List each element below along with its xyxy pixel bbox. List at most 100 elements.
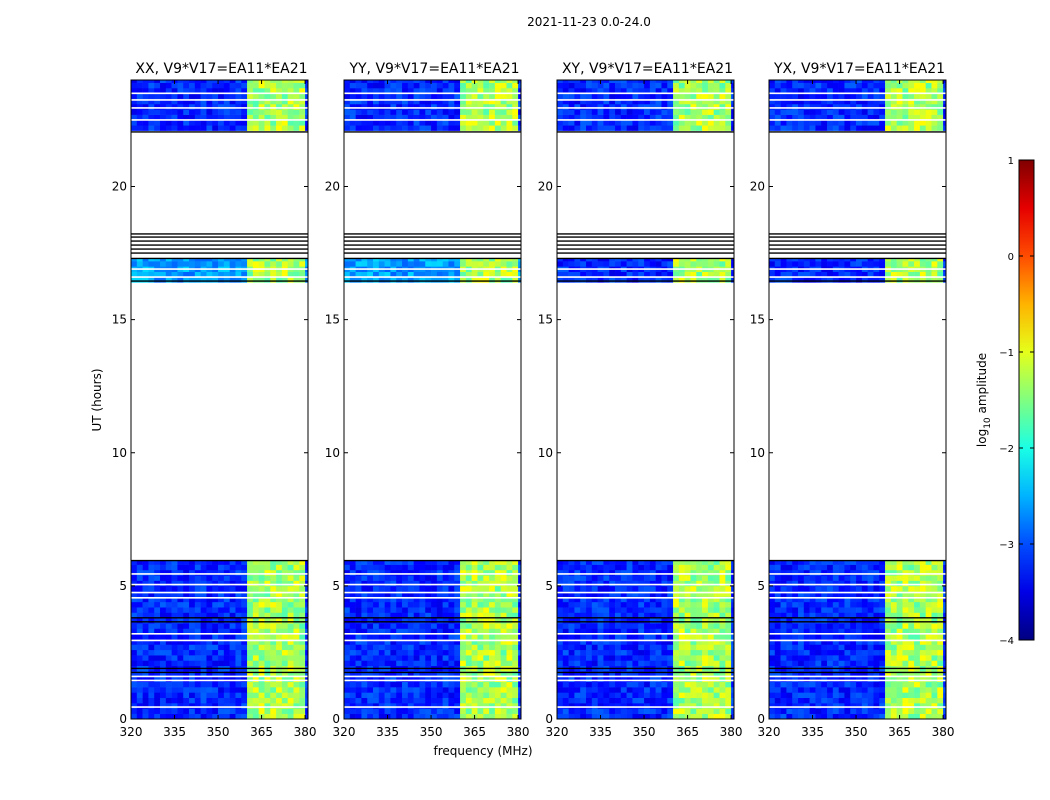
heatmap-cell — [390, 713, 397, 720]
heatmap-cell — [638, 660, 645, 667]
heatmap-cell — [373, 119, 380, 126]
heatmap-cell — [344, 713, 351, 720]
heatmap-cell — [477, 601, 484, 608]
heatmap-cell — [574, 580, 581, 587]
heatmap-cell — [206, 687, 213, 693]
heatmap-cell — [436, 569, 443, 576]
heatmap-cell — [494, 114, 501, 121]
heatmap-cell — [460, 607, 467, 613]
heatmap-cell — [632, 93, 639, 99]
heatmap-cell — [626, 109, 633, 115]
heatmap-cell — [431, 671, 438, 677]
heatmap-cell — [355, 681, 362, 688]
heatmap-cell — [597, 708, 604, 714]
heatmap-cell — [512, 649, 519, 656]
heatmap-cell — [506, 580, 513, 587]
heatmap-cell — [557, 713, 564, 720]
heatmap-cell — [707, 607, 714, 613]
heatmap-cell — [390, 687, 397, 693]
heatmap-cell — [655, 703, 662, 709]
heatmap-cell — [719, 109, 726, 115]
heatmap-cell — [413, 676, 420, 683]
heatmap-cell — [638, 703, 645, 709]
heatmap-cell — [258, 87, 265, 94]
heatmap-cell — [678, 676, 685, 683]
heatmap-cell — [154, 109, 161, 115]
heatmap-cell — [252, 109, 259, 115]
heatmap-cell — [696, 258, 703, 262]
heatmap-cell — [632, 703, 639, 709]
heatmap-cell — [506, 612, 513, 619]
heatmap-cell — [649, 564, 656, 571]
heatmap-cell — [349, 628, 356, 635]
heatmap-cell — [483, 87, 490, 94]
heatmap-cell — [384, 601, 391, 608]
heatmap-cell — [258, 655, 265, 661]
heatmap-cell — [247, 633, 254, 640]
heatmap-cell — [678, 612, 685, 619]
heatmap-cell — [218, 713, 225, 720]
heatmap-cell — [696, 676, 703, 683]
heatmap-cell — [454, 692, 461, 698]
heatmap-cell — [293, 258, 300, 262]
heatmap-cell — [774, 612, 781, 619]
heatmap-cell — [396, 258, 403, 262]
heatmap-cell — [667, 681, 674, 688]
heatmap-cell — [696, 580, 703, 587]
heatmap-cell — [803, 649, 810, 656]
heatmap-cell — [299, 649, 306, 656]
heatmap-cell — [194, 623, 201, 629]
heatmap-cell — [780, 617, 787, 624]
heatmap-cell — [725, 687, 732, 693]
heatmap-cell — [506, 708, 513, 714]
heatmap-2 — [344, 80, 522, 720]
heatmap-cell — [815, 639, 822, 645]
heatmap-cell — [557, 644, 564, 651]
heatmap-cell — [713, 271, 720, 278]
heatmap-cell — [367, 655, 374, 661]
heatmap-cell — [943, 655, 947, 661]
heatmap-cell — [258, 258, 265, 262]
heatmap-cell — [615, 585, 622, 592]
heatmap-cell — [384, 87, 391, 94]
heatmap-cell — [431, 623, 438, 629]
heatmap-cell — [678, 560, 685, 565]
heatmap-cell — [281, 82, 288, 89]
heatmap-cell — [591, 258, 598, 262]
heatmap-cell — [615, 93, 622, 99]
heatmap-cell — [696, 271, 703, 278]
heatmap-cell — [270, 649, 277, 656]
heatmap-cell — [518, 277, 522, 283]
heatmap-cell — [879, 660, 886, 667]
heatmap-cell — [177, 617, 184, 624]
heatmap-cell — [390, 639, 397, 645]
heatmap-cell — [281, 125, 288, 131]
heatmap-cell — [361, 564, 368, 571]
heatmap-cell — [655, 585, 662, 592]
heatmap-cell — [620, 87, 627, 94]
heatmap-cell — [349, 697, 356, 704]
heatmap-cell — [774, 617, 781, 624]
heatmap-cell — [194, 585, 201, 592]
heatmap-cell — [349, 261, 356, 267]
heatmap-cell — [568, 660, 575, 667]
heatmap-cell — [638, 639, 645, 645]
heatmap-cell — [518, 109, 522, 115]
heatmap-cell — [276, 649, 283, 656]
heatmap-cell — [454, 87, 461, 94]
heatmap-cell — [609, 80, 616, 83]
heatmap-cell — [171, 596, 178, 603]
heatmap-cell — [448, 580, 455, 587]
heatmap-cell — [667, 261, 674, 267]
heatmap-cell — [580, 671, 587, 677]
heatmap-cell — [867, 649, 874, 656]
heatmap-cell — [471, 644, 478, 651]
heatmap-cell — [568, 258, 575, 262]
heatmap-cell — [384, 575, 391, 581]
heatmap-cell — [821, 676, 828, 683]
heatmap-cell — [914, 681, 921, 688]
heatmap-cell — [407, 649, 414, 656]
heatmap-cell — [177, 103, 184, 110]
heatmap-cell — [644, 80, 651, 83]
heatmap-cell — [786, 655, 793, 661]
